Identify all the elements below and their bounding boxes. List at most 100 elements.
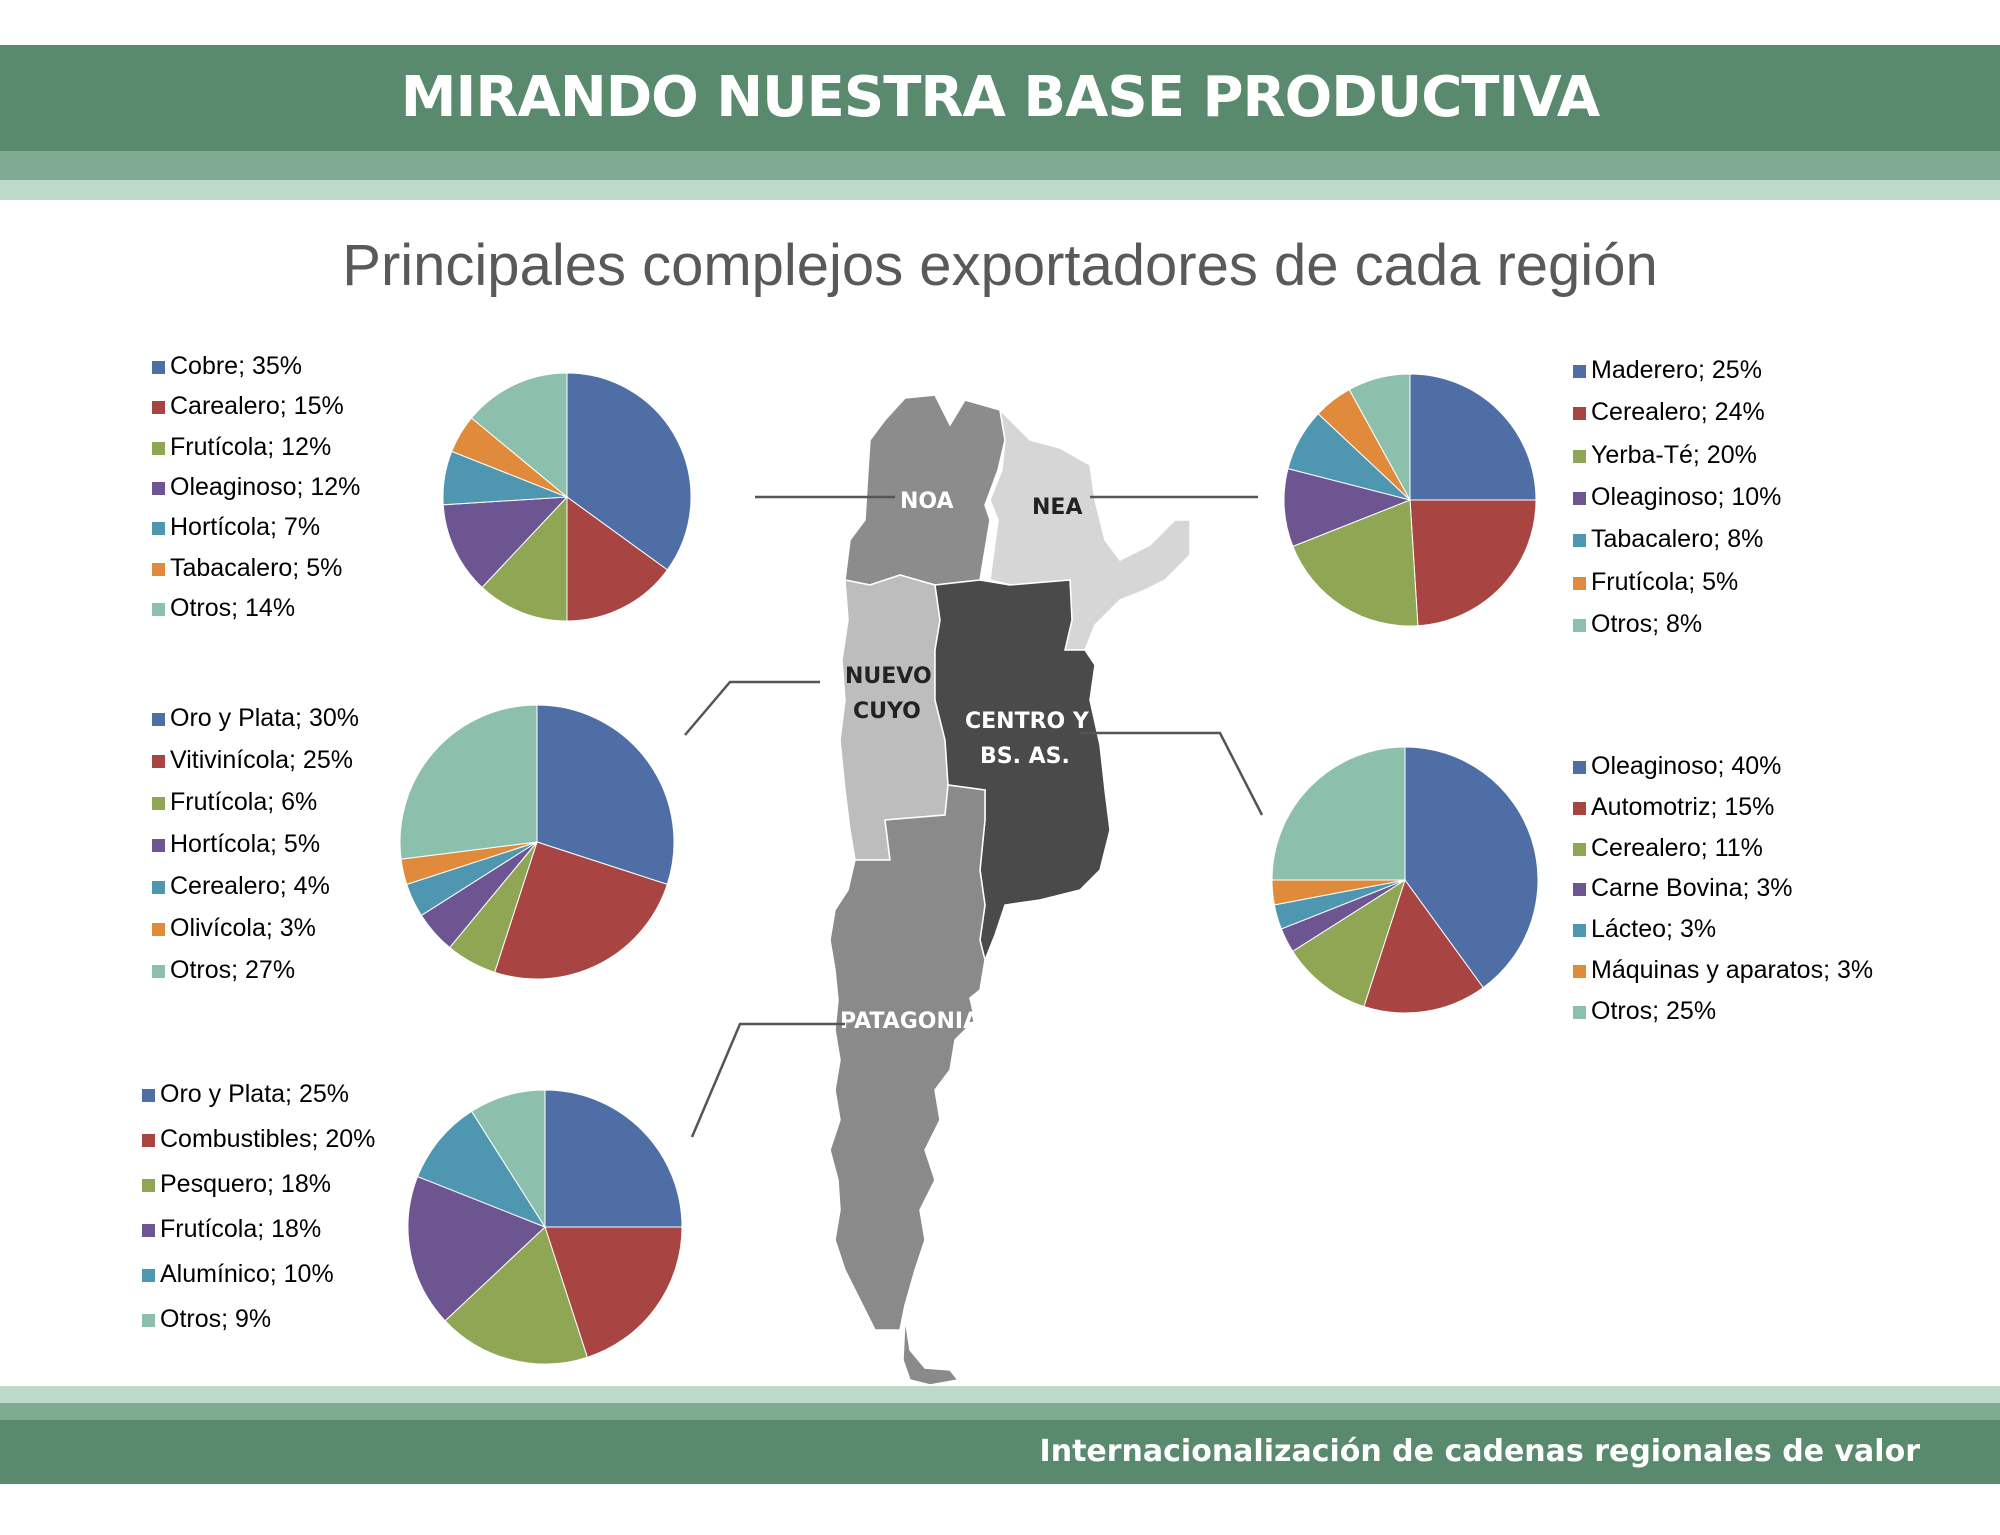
footer-text: Internacionalización de cadenas regional… — [1039, 1434, 1920, 1469]
pie-chart-nea — [1283, 373, 1537, 627]
legend-swatch — [1573, 449, 1586, 463]
pie-slice-vitivin-cola — [494, 841, 668, 980]
legend-swatch — [1573, 491, 1586, 505]
legend-swatch — [142, 1134, 155, 1147]
pie-slice-carealero — [566, 496, 669, 622]
legend-swatch — [152, 522, 165, 536]
legend-label: Carealero; 15% — [170, 392, 344, 421]
legend-swatch — [1573, 965, 1586, 978]
pie-slice-oleaginoso — [442, 496, 569, 589]
legend-swatch — [1573, 883, 1586, 897]
connector-lines — [684, 495, 1264, 1138]
legend-swatch — [1573, 365, 1586, 378]
legend-label: Cerealero; 24% — [1591, 398, 1765, 427]
legend-swatch — [152, 401, 165, 415]
pie-slice-oro-y-plata — [544, 1089, 683, 1228]
legend-swatch — [1573, 924, 1586, 938]
connector-cuyo — [684, 680, 820, 736]
pie-slice-otros — [1271, 746, 1406, 881]
pie-chart-centro — [1271, 746, 1539, 1014]
pie-slice-otros — [1348, 373, 1411, 501]
legend-swatch — [152, 755, 165, 768]
legend-swatch — [152, 361, 165, 374]
legend-label: Oleaginoso; 10% — [1591, 482, 1782, 511]
legend-label: Otros; 14% — [170, 593, 296, 622]
legend-label: Oro y Plata; 30% — [170, 704, 359, 732]
map-tierra-del-fuego — [902, 1317, 960, 1386]
legend-swatch — [152, 923, 165, 936]
legend-label: Pesquero; 18% — [160, 1170, 331, 1198]
legend-swatch — [152, 441, 165, 455]
region-label-nea: NEA — [1032, 495, 1082, 520]
legend-swatch — [152, 881, 165, 894]
legend-swatch — [1573, 576, 1586, 590]
legend-label: Otros; 8% — [1591, 609, 1703, 638]
pie-slice-automotriz — [1363, 878, 1484, 1014]
pie-chart-patagonia — [407, 1089, 683, 1365]
map-region-centro — [934, 579, 1111, 963]
legend-label: Oleaginoso; 12% — [170, 472, 361, 501]
pie-slice-cerealero — [1292, 878, 1406, 1008]
pie-slice-otros — [470, 1089, 546, 1229]
page-title: MIRANDO NUESTRA BASE PRODUCTIVA — [400, 65, 1600, 130]
chart-title: Principales complejos exportadores de ca… — [342, 233, 1658, 298]
legend-swatch — [152, 713, 165, 726]
legend-swatch — [142, 1314, 155, 1327]
legend-label: Frutícola; 18% — [160, 1215, 322, 1243]
pie-slice-oro-y-plata — [536, 704, 675, 885]
header-stripe — [0, 180, 2000, 200]
legend-label: Alumínico; 10% — [160, 1260, 334, 1288]
legend-swatch — [152, 602, 165, 616]
legend-label: Frutícola; 5% — [1591, 567, 1739, 596]
pie-slice-cobre — [566, 372, 692, 571]
legend-label: Frutícola; 6% — [170, 788, 318, 816]
region-label-noa: NOA — [900, 489, 954, 514]
legend-label: Otros; 9% — [160, 1305, 272, 1333]
legend-label: Tabacalero; 8% — [1591, 525, 1764, 554]
legend-swatch — [1573, 842, 1586, 856]
region-label-cuyo-1: NUEVO — [845, 664, 932, 689]
legend-label: Tabacalero; 5% — [170, 553, 343, 582]
legend-swatch — [142, 1089, 155, 1102]
pie-slice-otros — [399, 704, 538, 860]
argentina-map: NOA NEA NUEVO CUYO CENTRO Y BS. AS. PATA… — [829, 394, 1191, 1386]
legend-label: Otros; 25% — [1591, 996, 1717, 1025]
connector-centro — [1080, 731, 1264, 816]
pie-slice-oleaginoso — [1404, 746, 1539, 989]
legend-swatch — [1573, 407, 1586, 421]
header-stripe — [0, 151, 2000, 180]
legend-label: Olivícola; 3% — [170, 914, 316, 942]
legend-label: Combustibles; 20% — [160, 1125, 376, 1153]
legend-swatch — [152, 839, 165, 852]
legend-label: Hortícola; 5% — [170, 830, 321, 858]
region-label-centro-1: CENTRO Y — [965, 709, 1090, 734]
legend-swatch — [142, 1269, 155, 1282]
legend-swatch — [1573, 618, 1586, 632]
legend-label: Otros; 27% — [170, 956, 296, 984]
legend-label: Cerealero; 11% — [1591, 833, 1763, 862]
legend-swatch — [142, 1224, 155, 1237]
region-label-cuyo-2: CUYO — [853, 699, 921, 724]
legend-swatch — [1573, 534, 1586, 548]
legend-label: Frutícola; 12% — [170, 432, 332, 461]
pie-slice-alum-nico — [416, 1110, 547, 1229]
pie-slice-combustibles — [544, 1226, 683, 1358]
legend-swatch — [152, 965, 165, 978]
legend-swatch — [152, 481, 165, 495]
legend-label: Lácteo; 3% — [1591, 915, 1717, 944]
legend-label: Automotriz; 15% — [1591, 792, 1775, 821]
legend-swatch — [1573, 801, 1586, 815]
legend-label: Vitivinícola; 25% — [170, 746, 353, 774]
legend-swatch — [152, 797, 165, 810]
footer-stripe — [0, 1386, 2000, 1403]
pie-chart-cuyo — [399, 704, 675, 980]
header-band — [0, 45, 2000, 151]
pie-slice-oleaginoso — [1283, 468, 1412, 548]
legend-label: Cerealero; 4% — [170, 872, 330, 900]
pie-slice-frut-cola — [481, 495, 568, 622]
pie-chart-noa — [442, 372, 692, 622]
legend-label: Máquinas y aparatos; 3% — [1591, 956, 1874, 984]
connector-patagonia — [690, 1022, 845, 1138]
legend-label: Maderero; 25% — [1591, 356, 1762, 384]
